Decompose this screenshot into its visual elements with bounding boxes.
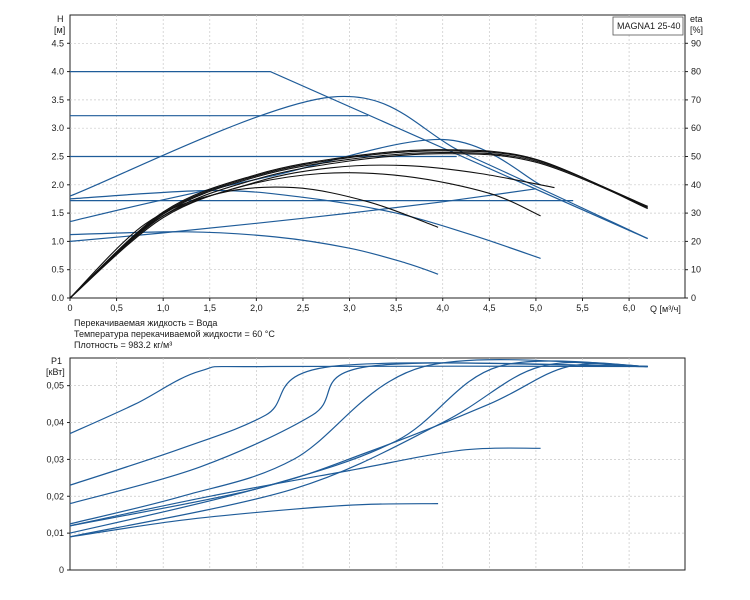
x-tick-label: 4,5 <box>483 303 496 313</box>
pump-curve-line <box>69 231 439 275</box>
efficiency-curves <box>69 149 648 299</box>
eta-tick-label: 90 <box>691 38 701 48</box>
efficiency-curve-line <box>69 149 648 299</box>
power-tick-label: 0,01 <box>46 528 64 538</box>
x-tick-label: 6,0 <box>623 303 636 313</box>
flow-axis-label: Q [м³/ч] <box>650 304 681 314</box>
y-tick-label: 1.5 <box>51 208 64 218</box>
power-axis-label: P1 <box>51 356 62 366</box>
power-axis-unit: [кВт] <box>46 367 65 377</box>
note-liquid: Перекачиваемая жидкость = Вода <box>74 318 217 328</box>
note-density: Плотность = 983.2 кг/м³ <box>74 340 172 350</box>
power-curve-line <box>69 362 648 486</box>
power-chart-y-ticks: 0 0,01 0,02 0,03 0,04 0,05 <box>46 381 70 575</box>
power-curve-line <box>69 365 648 435</box>
eta-tick-label: 20 <box>691 236 701 246</box>
power-curve-line <box>69 362 648 505</box>
eta-tick-label: 0 <box>691 293 696 303</box>
head-axis-unit: [м] <box>54 25 65 35</box>
x-tick-label: 2,5 <box>297 303 310 313</box>
head-chart: 0 0,5 1,0 1,5 2,0 2,5 3,0 3,5 4,0 4,5 5,0 5,5 6,0 0.… <box>51 14 703 314</box>
eta-tick-label: 10 <box>691 265 701 275</box>
y-tick-label: 0.5 <box>51 265 64 275</box>
power-chart-grid <box>70 358 685 570</box>
x-tick-label: 0,5 <box>110 303 123 313</box>
y-tick-label: 3.5 <box>51 95 64 105</box>
fluid-notes: Перекачиваемая жидкость = Вода Температу… <box>74 318 275 350</box>
power-curve-line <box>69 363 648 527</box>
x-tick-label: 1,5 <box>204 303 217 313</box>
y-tick-label: 4.0 <box>51 67 64 77</box>
eta-axis-unit: [%] <box>690 25 703 35</box>
power-curve-line <box>69 361 648 538</box>
x-tick-label: 1,0 <box>157 303 170 313</box>
head-chart-x-ticks: 0 0,5 1,0 1,5 2,0 2,5 3,0 3,5 4,0 4,5 5,0 5,5 6,0 <box>67 298 635 313</box>
note-temperature: Температура перекачиваемой жидкости = 60… <box>74 329 275 339</box>
x-tick-label: 3,5 <box>390 303 403 313</box>
x-tick-label: 3,0 <box>343 303 356 313</box>
y-tick-label: 2.0 <box>51 180 64 190</box>
power-tick-label: 0,05 <box>46 381 64 391</box>
head-chart-y-ticks: 0.0 0.5 1.0 1.5 2.0 2.5 3.0 3.5 4.0 4.5 <box>51 38 70 303</box>
eta-tick-label: 30 <box>691 208 701 218</box>
pump-curve-line <box>70 71 648 240</box>
pump-curve-line <box>69 138 541 223</box>
x-tick-label: 4,0 <box>436 303 449 313</box>
eta-tick-label: 70 <box>691 95 701 105</box>
power-tick-label: 0 <box>59 565 64 575</box>
power-curve-line <box>69 503 439 538</box>
eta-tick-label: 40 <box>691 180 701 190</box>
power-curve-line <box>69 359 648 525</box>
efficiency-curve-line <box>69 151 648 299</box>
x-tick-label: 5,0 <box>530 303 543 313</box>
power-tick-label: 0,03 <box>46 454 64 464</box>
power-tick-label: 0,02 <box>46 491 64 501</box>
power-chart-frame <box>69 357 686 571</box>
eta-tick-label: 80 <box>691 67 701 77</box>
head-axis-label: H <box>57 14 64 24</box>
power-curves <box>69 359 648 538</box>
pump-curve-line <box>69 189 541 259</box>
eta-tick-label: 60 <box>691 123 701 133</box>
head-chart-eta-ticks: 0 10 20 30 40 50 60 70 80 90 <box>685 38 701 303</box>
y-tick-label: 0.0 <box>51 293 64 303</box>
pump-curve-line <box>69 95 648 240</box>
eta-axis-label: eta <box>690 14 703 24</box>
power-chart: 0 0,01 0,02 0,03 0,04 0,05 P1 [кВт] <box>46 356 686 575</box>
y-tick-label: 1.0 <box>51 236 64 246</box>
model-label: MAGNA1 25-40 <box>617 21 681 31</box>
y-tick-label: 3.0 <box>51 123 64 133</box>
model-label-box <box>612 16 684 36</box>
x-tick-label: 5,5 <box>576 303 589 313</box>
x-tick-label: 2,0 <box>250 303 263 313</box>
efficiency-curve-line <box>69 153 648 299</box>
power-curve-line <box>69 447 541 527</box>
eta-tick-label: 50 <box>691 152 701 162</box>
efficiency-curve-line <box>69 186 439 299</box>
pump-curve-line <box>69 188 536 242</box>
x-tick-label: 0 <box>67 303 72 313</box>
y-tick-label: 2.5 <box>51 152 64 162</box>
power-tick-label: 0,04 <box>46 418 64 428</box>
y-tick-label: 4.5 <box>51 38 64 48</box>
efficiency-curve-line <box>69 150 648 299</box>
efficiency-curve-line <box>69 164 555 299</box>
